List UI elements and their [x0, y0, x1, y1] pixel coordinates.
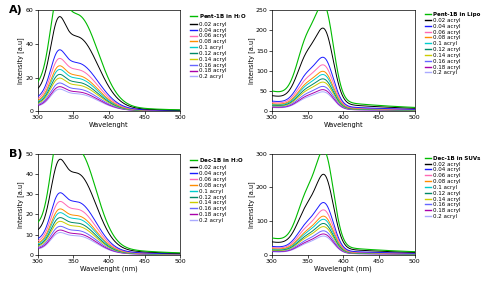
X-axis label: Wavelenght: Wavelenght [89, 122, 128, 128]
Text: A): A) [9, 5, 22, 15]
X-axis label: Wavelenght: Wavelenght [324, 122, 363, 128]
Legend: Pent-1B in Lipo, 0.02 acryl, 0.04 acryl, 0.06 acryl, 0.08 acryl, 0.1 acryl, 0.12: Pent-1B in Lipo, 0.02 acryl, 0.04 acryl,… [422, 10, 482, 77]
Y-axis label: Intensity [a.u]: Intensity [a.u] [18, 37, 24, 84]
Y-axis label: Intensity [a.u]: Intensity [a.u] [248, 37, 254, 84]
Text: B): B) [9, 149, 22, 159]
X-axis label: Wavelenght (nm): Wavelenght (nm) [314, 266, 372, 272]
Y-axis label: Intensity [a.u]: Intensity [a.u] [18, 181, 24, 228]
Legend: Dec-1B in H$_2$O, 0.02 acryl, 0.04 acryl, 0.06 acryl, 0.08 acryl, 0.1 acryl, 0.1: Dec-1B in H$_2$O, 0.02 acryl, 0.04 acryl… [188, 154, 246, 225]
Legend: Dec-1B in SUVs, 0.02 acryl, 0.04 acryl, 0.06 acryl, 0.08 acryl, 0.1 acryl, 0.12 : Dec-1B in SUVs, 0.02 acryl, 0.04 acryl, … [422, 154, 482, 221]
Legend: Pent-1B in H$_2$O, 0.02 acryl, 0.04 acryl, 0.06 acryl, 0.08 acryl, 0.1 acryl, 0.: Pent-1B in H$_2$O, 0.02 acryl, 0.04 acry… [188, 10, 248, 82]
Y-axis label: Intensity [a.u]: Intensity [a.u] [248, 181, 254, 228]
X-axis label: Wavelenght (nm): Wavelenght (nm) [80, 266, 138, 272]
